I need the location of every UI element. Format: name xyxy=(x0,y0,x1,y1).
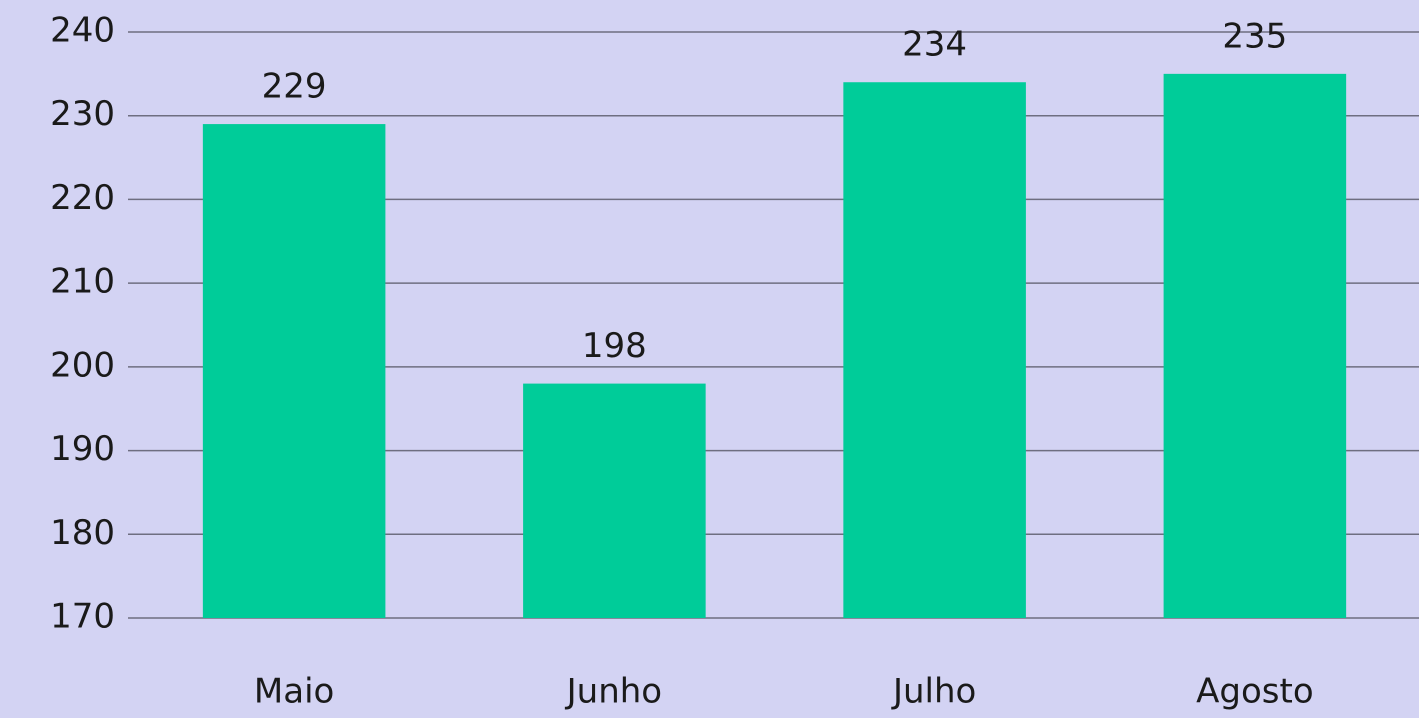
x-tick-label: Agosto xyxy=(1196,672,1314,712)
y-tick-label: 210 xyxy=(50,262,115,302)
y-tick-label: 200 xyxy=(50,345,115,385)
x-tick-label: Junho xyxy=(565,672,662,712)
x-tick-label: Julho xyxy=(891,672,976,712)
value-label: 234 xyxy=(902,25,967,65)
value-label: 229 xyxy=(262,67,327,107)
y-tick-label: 170 xyxy=(50,597,115,637)
x-tick-label: Maio xyxy=(254,672,334,712)
y-tick-label: 220 xyxy=(50,178,115,218)
bar xyxy=(1163,73,1347,619)
y-tick-label: 180 xyxy=(50,513,115,553)
bar xyxy=(202,124,386,618)
bar xyxy=(843,82,1026,618)
value-label: 235 xyxy=(1222,16,1287,56)
bar xyxy=(523,383,706,618)
y-tick-label: 240 xyxy=(50,11,115,51)
y-tick-label: 190 xyxy=(50,429,115,469)
value-label: 198 xyxy=(582,326,647,366)
y-tick-label: 230 xyxy=(50,94,115,134)
